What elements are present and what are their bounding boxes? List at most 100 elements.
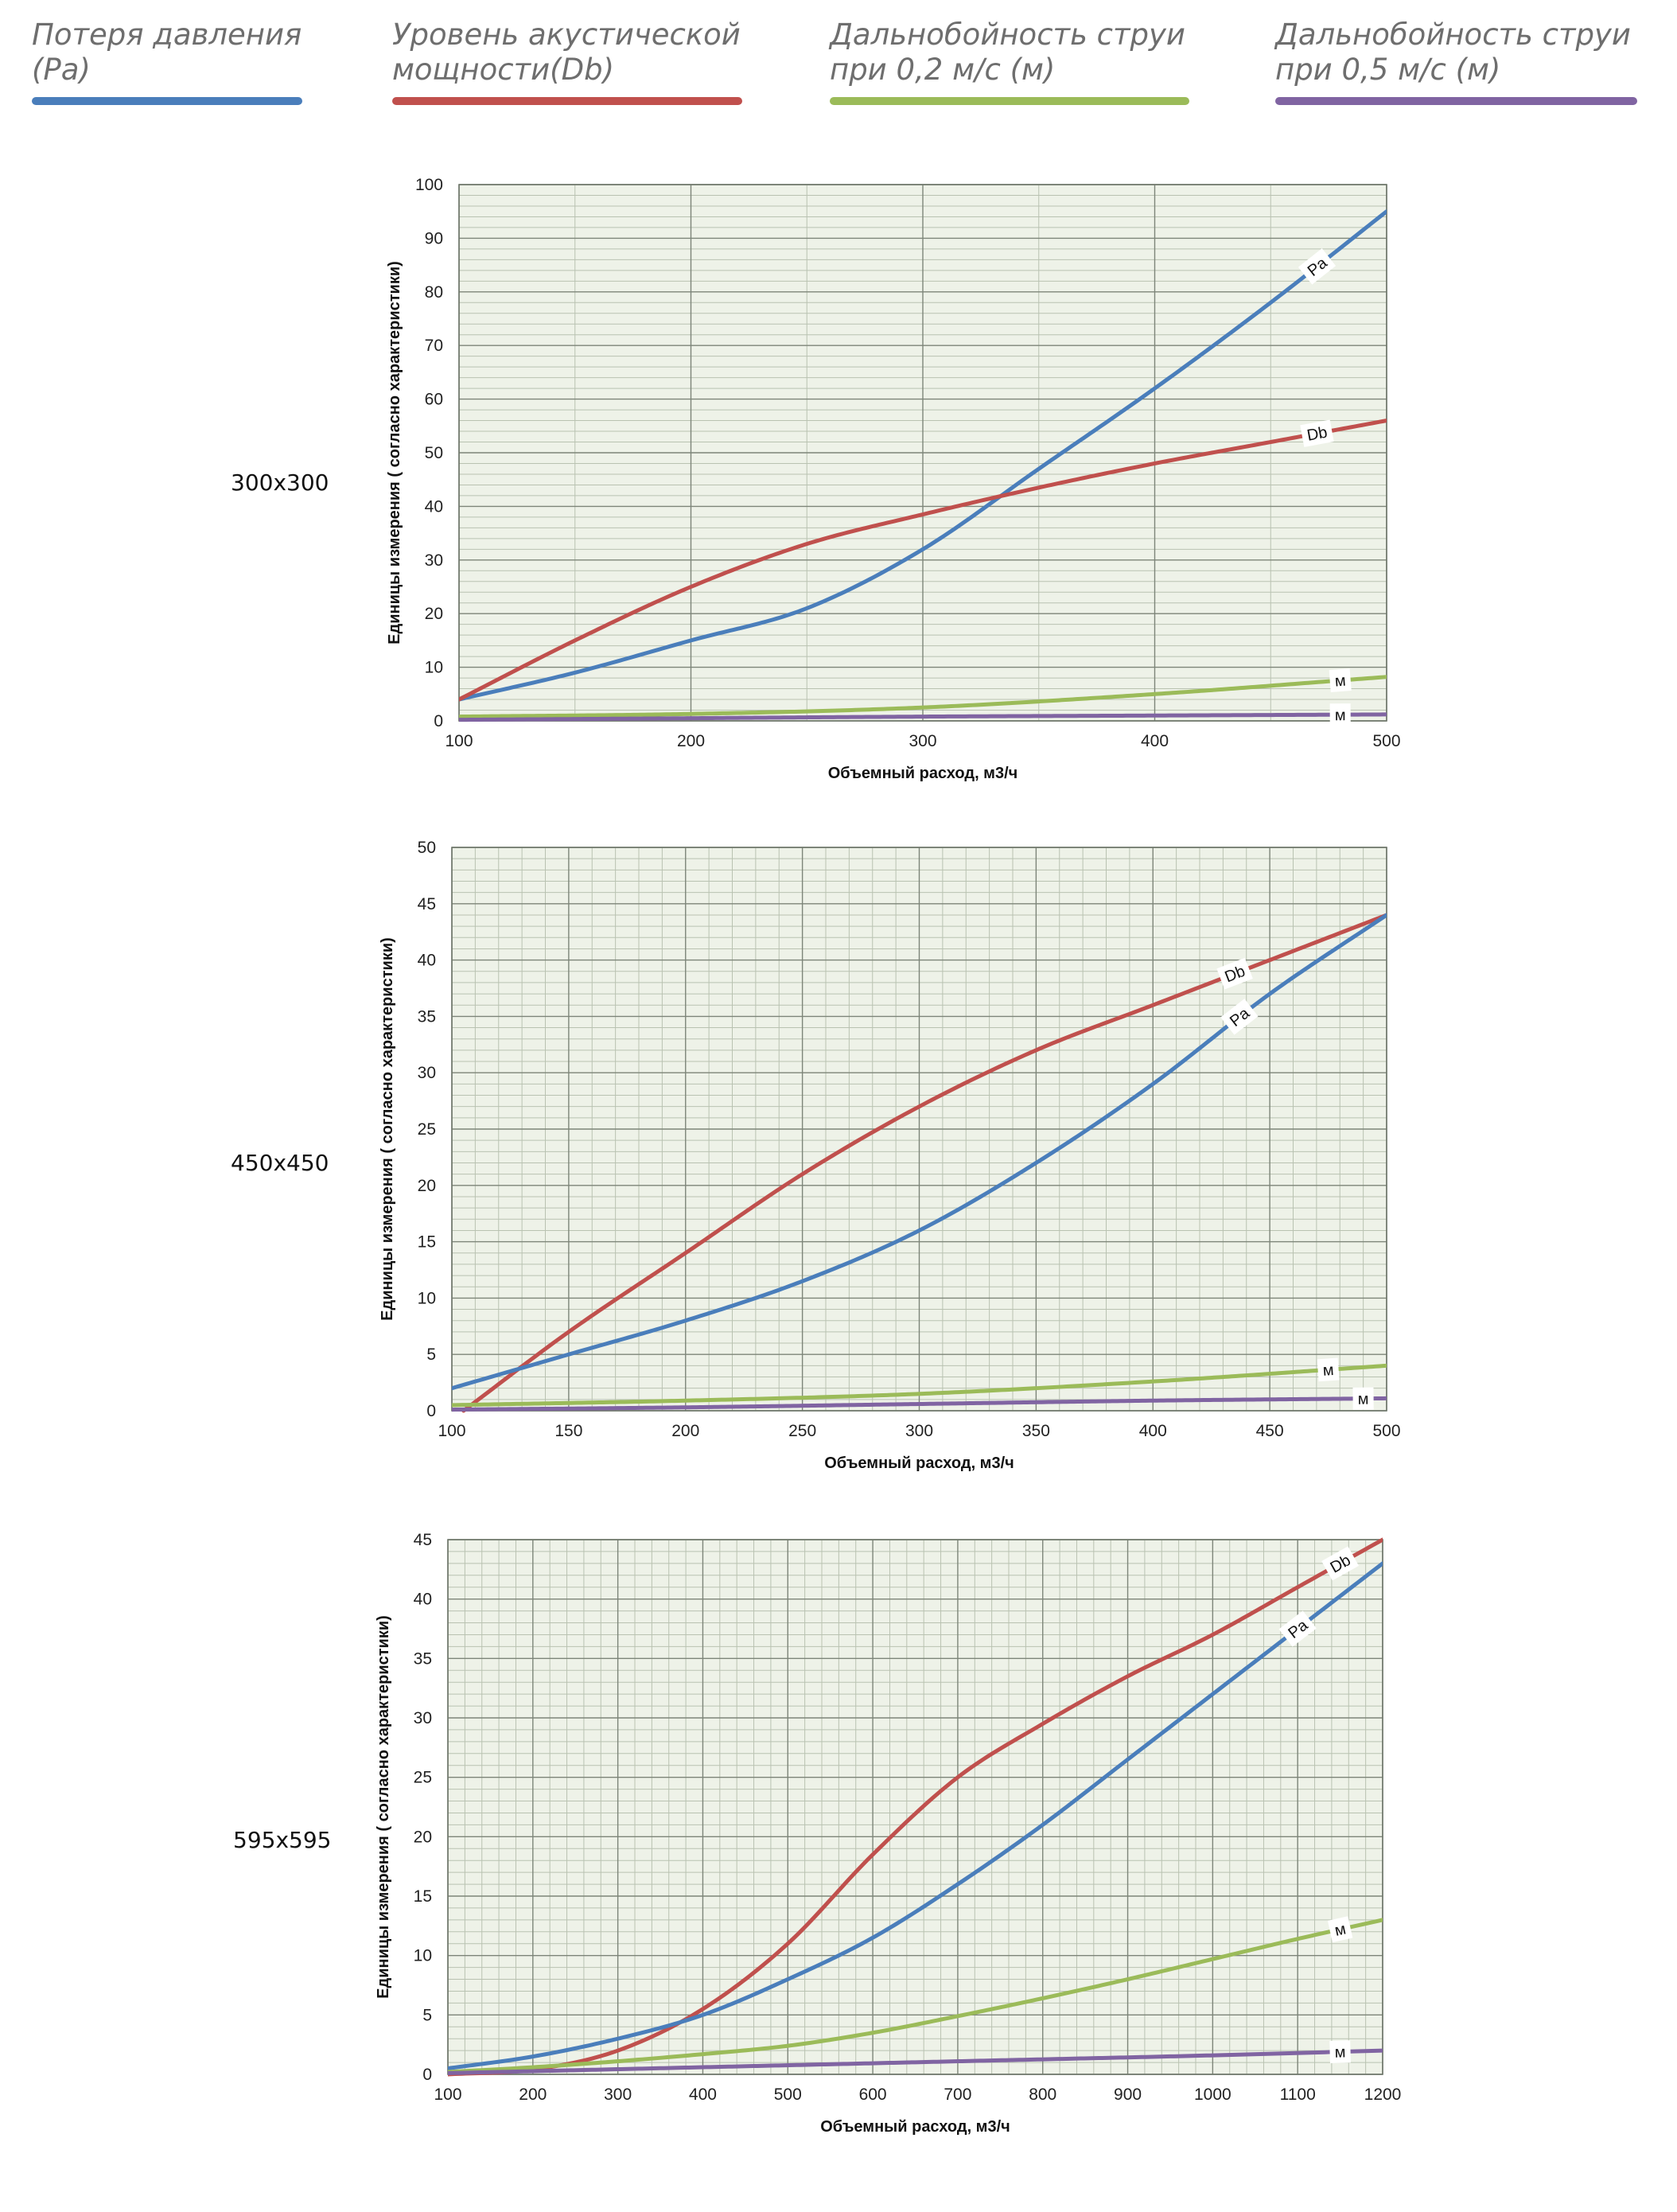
series-line-2 xyxy=(448,1918,1383,2074)
series-line-1 xyxy=(448,1561,1383,2071)
series-line-2 xyxy=(459,675,1387,719)
x-tick-label: 500 xyxy=(1372,732,1400,750)
y-tick-label: 60 xyxy=(425,391,443,409)
x-tick-label: 100 xyxy=(445,732,473,750)
y-tick-label: 10 xyxy=(414,1947,432,1965)
series-label-text: м xyxy=(1322,1361,1334,1380)
y-tick-label: 40 xyxy=(425,497,443,516)
y-tick-label: 5 xyxy=(422,2006,432,2024)
series-label-bg xyxy=(1329,668,1352,693)
series-label-bg xyxy=(1329,703,1351,726)
y-tick-label: 35 xyxy=(414,1649,432,1668)
legend-swatch xyxy=(830,97,1189,105)
x-tick-label: 600 xyxy=(859,2085,887,2104)
x-tick-label: 300 xyxy=(905,1422,933,1440)
x-tick-label: 450 xyxy=(1256,1422,1284,1440)
series-label-3: м xyxy=(1329,2040,1351,2063)
series-label-text: м xyxy=(1333,1920,1348,1939)
series-label-text: м xyxy=(1334,672,1346,691)
x-tick-label: 150 xyxy=(554,1422,582,1440)
y-axis-title: Единицы измерения ( согласно характерист… xyxy=(386,261,403,645)
x-axis-title: Объемный расход, м3/ч xyxy=(824,1455,1014,1472)
series-label-2: м xyxy=(1329,668,1352,693)
series-label-text: Db xyxy=(1305,424,1329,445)
y-tick-label: 80 xyxy=(425,283,443,302)
y-tick-label: 45 xyxy=(414,1531,432,1549)
legend-label: Потеря давления (Pa) xyxy=(32,18,302,87)
x-tick-label: 250 xyxy=(788,1422,816,1440)
x-tick-label: 900 xyxy=(1114,2085,1142,2104)
series-label-bg xyxy=(1220,999,1259,1035)
y-tick-label: 90 xyxy=(425,229,443,247)
legend-label: Уровень акустической мощности(Db) xyxy=(392,18,741,87)
series-label-bg xyxy=(1329,2040,1351,2063)
legend-item-pressure-loss: Потеря давления (Pa) xyxy=(32,18,302,105)
series-label-text: м xyxy=(1358,1391,1369,1408)
y-tick-label: 50 xyxy=(418,839,436,857)
chart-595x595: 100 200 300 400 500 600 700 800 900 1000 1100 1200 0… xyxy=(375,1531,1401,2136)
x-tick-label: 700 xyxy=(944,2085,971,2104)
series-line-3 xyxy=(452,1396,1387,1412)
x-tick-label: 1000 xyxy=(1194,2085,1231,2104)
y-tick-label: 10 xyxy=(425,659,443,677)
series-line-0 xyxy=(448,1537,1383,2077)
series-label-bg xyxy=(1298,248,1337,285)
size-label-3: 595x595 xyxy=(233,1827,332,1853)
size-label-1: 300x300 xyxy=(231,469,329,496)
chart-300x300: 100 200 300 400 500 0 10 20 30 40 50 60 70 80 90 100 Объ… xyxy=(386,176,1401,782)
x-tick-label: 350 xyxy=(1022,1422,1050,1440)
y-tick-label: 10 xyxy=(418,1289,436,1307)
legend: Потеря давления (Pa) Уровень акустическо… xyxy=(0,0,1677,127)
y-tick-label: 15 xyxy=(414,1887,432,1906)
y-tick-label: 0 xyxy=(422,2066,432,2084)
series-line-1 xyxy=(459,419,1387,702)
plot-border xyxy=(451,847,1387,1412)
legend-item-throw-02: Дальнобойность струи при 0,2 м/с (м) xyxy=(830,18,1189,105)
series-label-2: м xyxy=(1327,1916,1353,1943)
y-tick-label: 30 xyxy=(418,1064,436,1082)
plot-border xyxy=(447,1539,1383,2075)
legend-item-throw-05: Дальнобойность струи при 0,5 м/с (м) xyxy=(1275,18,1637,105)
y-tick-label: 100 xyxy=(415,176,443,194)
x-tick-label: 300 xyxy=(604,2085,632,2104)
y-tick-label: 30 xyxy=(414,1709,432,1727)
legend-swatch xyxy=(392,97,742,105)
x-tick-label: 400 xyxy=(1141,732,1169,750)
legend-item-acoustic-power: Уровень акустической мощности(Db) xyxy=(392,18,742,105)
series-label-bg xyxy=(1317,1357,1340,1382)
y-tick-label: 45 xyxy=(418,895,436,913)
series-label-1: Db xyxy=(1300,419,1334,447)
series-line-2 xyxy=(452,1363,1387,1408)
plot-border xyxy=(458,184,1387,722)
x-tick-label: 500 xyxy=(1372,1422,1400,1440)
legend-swatch xyxy=(32,97,302,105)
x-axis-title: Объемный расход, м3/ч xyxy=(828,765,1018,782)
y-axis-title: Единицы измерения ( согласно характерист… xyxy=(379,937,396,1321)
y-tick-label: 50 xyxy=(425,444,443,462)
series-label-bg xyxy=(1216,957,1253,990)
x-axis-title: Объемный расход, м3/ч xyxy=(820,2118,1010,2136)
x-tick-label: 300 xyxy=(909,732,936,750)
x-tick-label: 400 xyxy=(689,2085,717,2104)
x-tick-label: 500 xyxy=(774,2085,802,2104)
chart-450x450: 100 150 200 250 300 350 400 450 500 0 5 10 15 20 25 30 3… xyxy=(379,839,1401,1472)
series-label-2: м xyxy=(1317,1357,1340,1382)
y-tick-label: 0 xyxy=(434,712,443,730)
series-label-text: м xyxy=(1335,707,1346,724)
x-tick-label: 400 xyxy=(1139,1422,1167,1440)
series-label-bg xyxy=(1352,1387,1374,1410)
legend-label: Дальнобойность струи при 0,2 м/с (м) xyxy=(830,18,1185,87)
x-tick-label: 100 xyxy=(434,2085,461,2104)
x-tick-label: 200 xyxy=(519,2085,547,2104)
x-tick-label: 800 xyxy=(1029,2085,1056,2104)
series-label-bg xyxy=(1300,419,1334,447)
y-tick-label: 70 xyxy=(425,337,443,355)
x-tick-label: 100 xyxy=(438,1422,465,1440)
series-label-3: м xyxy=(1352,1387,1374,1410)
y-tick-label: 15 xyxy=(418,1233,436,1252)
y-tick-label: 20 xyxy=(414,1828,432,1846)
legend-swatch xyxy=(1275,97,1637,105)
y-tick-label: 40 xyxy=(418,952,436,970)
y-tick-label: 40 xyxy=(414,1591,432,1609)
x-tick-label: 1100 xyxy=(1280,2085,1316,2104)
